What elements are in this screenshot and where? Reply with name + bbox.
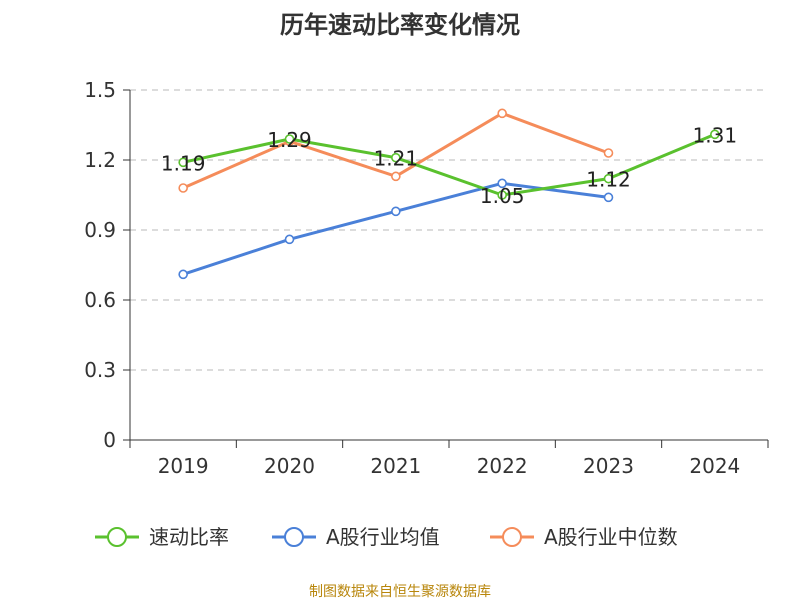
legend-item: A股行业均值 <box>272 525 440 549</box>
data-label: 1.19 <box>161 151 206 175</box>
data-point <box>284 234 295 245</box>
data-point <box>284 134 295 144</box>
y-tick-label: 0.6 <box>84 288 116 312</box>
x-tick-label: 2019 <box>158 454 209 478</box>
chart-title: 历年速动比率变化情况 <box>280 11 520 39</box>
series-1 <box>178 178 614 280</box>
series-line <box>182 181 609 276</box>
data-point <box>391 206 401 217</box>
data-label: 1.29 <box>267 128 312 152</box>
data-label: 1.21 <box>374 147 419 171</box>
data-label: 1.05 <box>480 184 525 208</box>
data-label: 1.31 <box>693 123 738 147</box>
source-note: 制图数据来自恒生聚源数据库 <box>309 584 491 600</box>
data-point <box>178 157 188 168</box>
data-point <box>178 183 188 193</box>
legend-label: 速动比率 <box>149 525 229 549</box>
y-tick-label: 0.3 <box>84 358 116 382</box>
data-point <box>391 171 401 182</box>
grid-lines <box>130 89 768 371</box>
y-tick-label: 0 <box>103 428 116 452</box>
data-point <box>603 192 614 203</box>
legend: 速动比率 A股行业均值 A股行业中位数 <box>95 525 678 549</box>
legend-marker <box>284 527 304 547</box>
legend-label: A股行业均值 <box>326 525 440 549</box>
x-tick-label: 2021 <box>370 454 421 478</box>
x-tick-label: 2020 <box>264 454 315 478</box>
legend-item: A股行业中位数 <box>490 525 678 549</box>
data-point <box>603 173 614 184</box>
x-axis-ticks: 2019 2020 2021 2022 2023 2024 <box>129 440 769 478</box>
y-tick-label: 1.2 <box>84 148 116 172</box>
data-point <box>391 152 401 163</box>
x-tick-label: 2024 <box>689 454 740 478</box>
series-lines <box>178 108 720 280</box>
data-point <box>178 269 188 280</box>
legend-item: 速动比率 <box>95 525 229 549</box>
data-point <box>710 129 720 140</box>
axes <box>129 90 768 441</box>
data-point <box>497 190 507 200</box>
y-tick-label: 0.9 <box>84 218 116 242</box>
series-line <box>182 132 716 197</box>
x-tick-label: 2023 <box>583 454 634 478</box>
legend-marker <box>502 527 522 547</box>
x-tick-label: 2022 <box>477 454 528 478</box>
y-axis-ticks: 0 0.3 0.6 0.9 1.2 1.5 <box>84 78 130 452</box>
legend-marker <box>107 527 127 547</box>
data-labels: 1.19 1.29 1.21 1.05 1.12 1.31 <box>161 123 737 208</box>
series-0 <box>178 129 720 200</box>
data-point <box>497 178 507 189</box>
data-label: 1.12 <box>586 168 631 192</box>
data-point <box>603 148 614 158</box>
y-tick-label: 1.5 <box>84 78 116 102</box>
legend-label: A股行业中位数 <box>544 525 678 549</box>
data-point <box>497 108 507 119</box>
